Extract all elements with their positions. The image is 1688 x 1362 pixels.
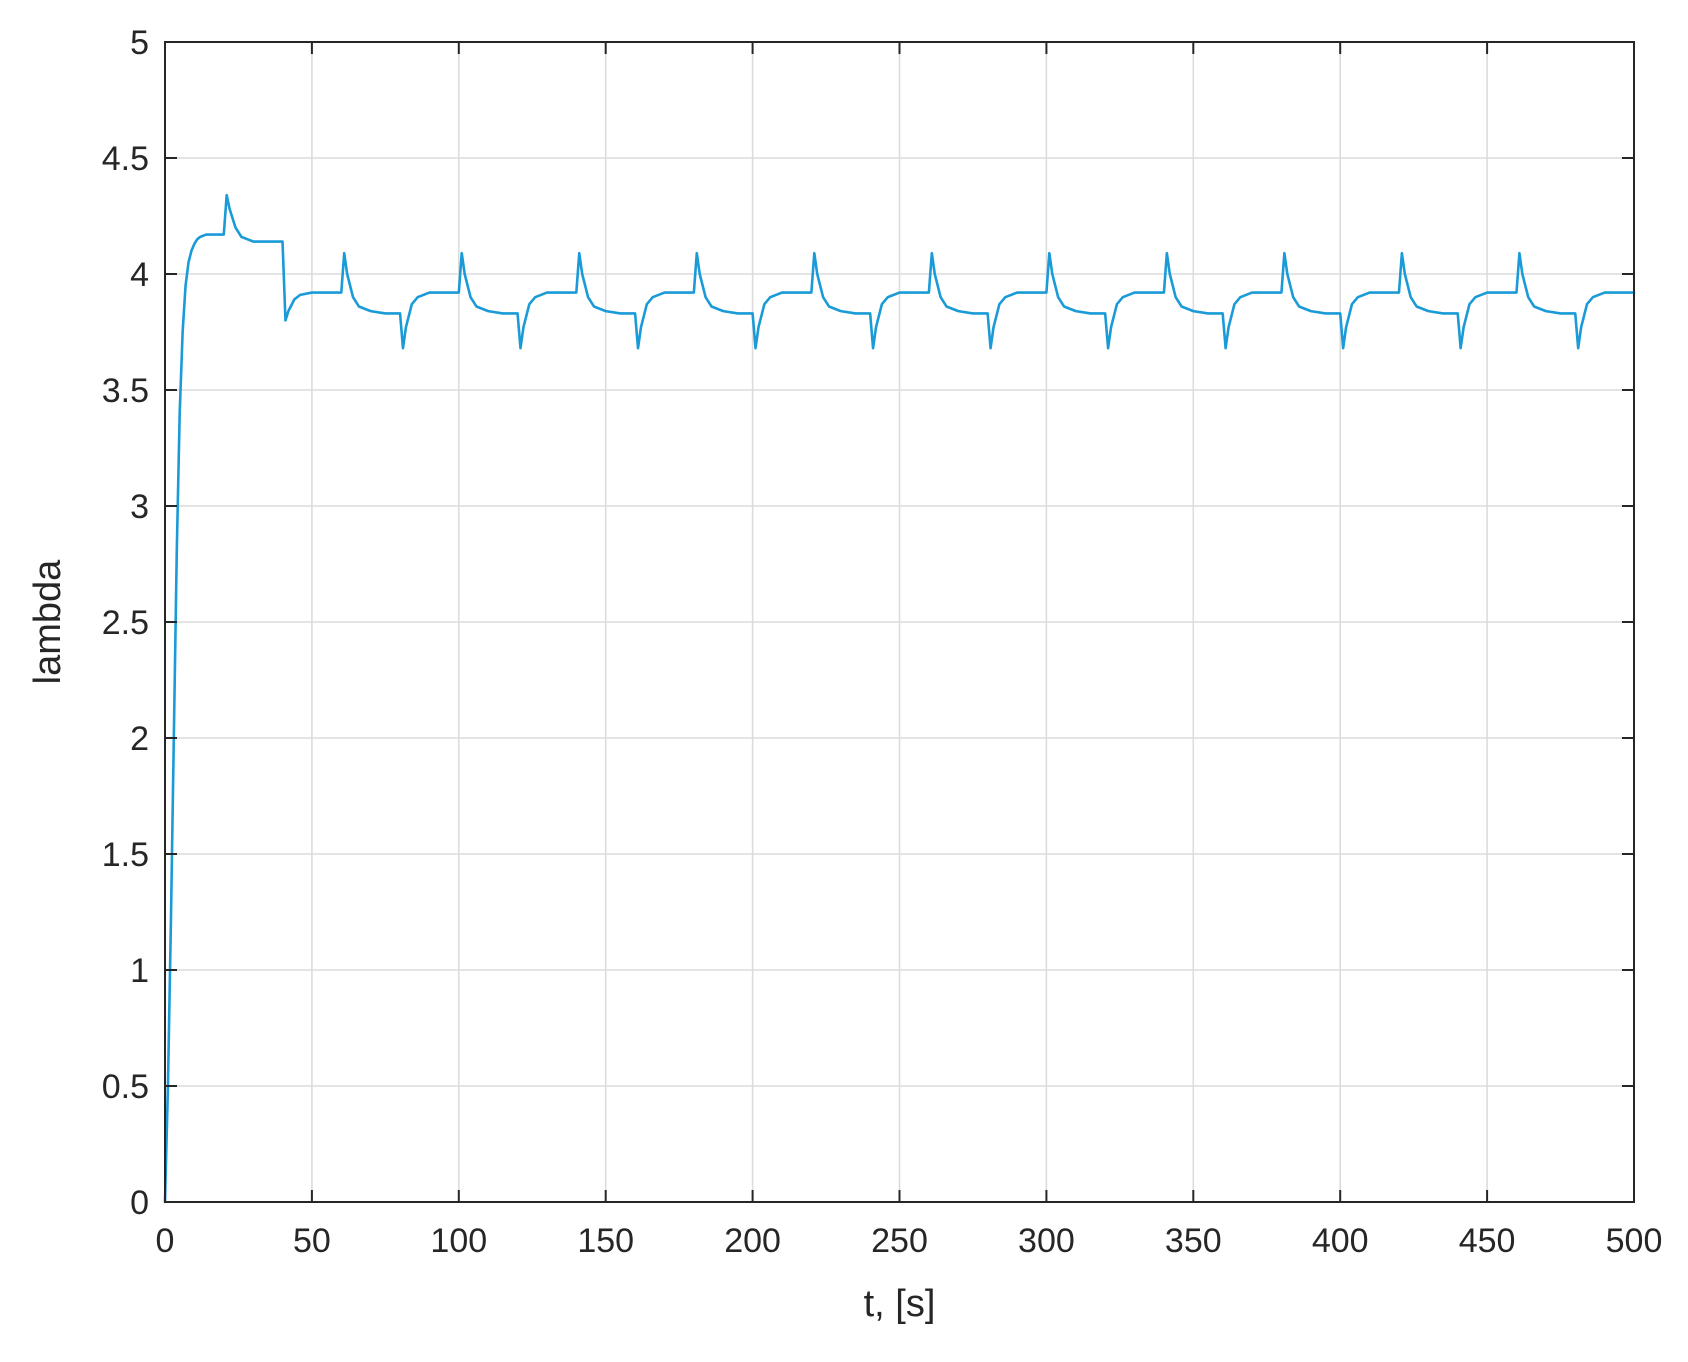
x-axis-label: t, [s] [864, 1283, 936, 1325]
series-line-0 [163, 193, 1636, 1204]
x-tick-labels: 0 50 100 150 200 250 300 350 400 450 500 [156, 1222, 1663, 1260]
x-tick-label: 450 [1459, 1222, 1516, 1260]
x-tick-label: 0 [156, 1222, 175, 1260]
y-tick-label: 0 [130, 1184, 149, 1222]
grid [165, 42, 1634, 1202]
tick-marks [164, 41, 1635, 1203]
x-tick-label: 150 [577, 1222, 634, 1260]
x-tick-label: 200 [724, 1222, 781, 1260]
series-layer [163, 193, 1636, 1204]
y-tick-label: 3.5 [102, 372, 149, 410]
y-tick-label: 1 [130, 952, 149, 990]
x-tick-label: 300 [1018, 1222, 1075, 1260]
y-tick-labels: 0 0.5 1 1.5 2 2.5 3 3.5 4 4.5 5 [102, 24, 149, 1222]
y-tick-label: 5 [130, 24, 149, 62]
x-tick-label: 350 [1165, 1222, 1222, 1260]
x-tick-label: 400 [1312, 1222, 1369, 1260]
y-tick-label: 0.5 [102, 1068, 149, 1106]
y-tick-label: 4.5 [102, 140, 149, 178]
x-tick-label: 500 [1606, 1222, 1663, 1260]
y-axis-label: lambda [27, 559, 69, 684]
y-tick-label: 4 [130, 256, 149, 294]
x-tick-label: 250 [871, 1222, 928, 1260]
x-tick-label: 100 [430, 1222, 487, 1260]
y-tick-label: 2.5 [102, 604, 149, 642]
y-tick-label: 2 [130, 720, 149, 758]
y-tick-label: 1.5 [102, 836, 149, 874]
y-tick-label: 3 [130, 488, 149, 526]
x-tick-label: 50 [293, 1222, 331, 1260]
